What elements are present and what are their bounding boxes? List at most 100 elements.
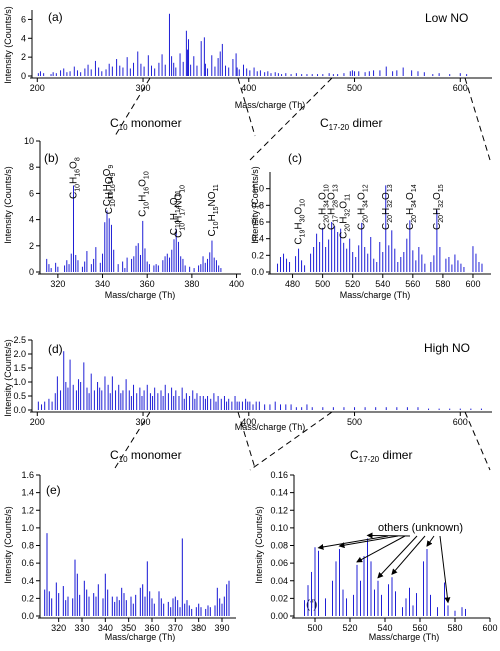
- bar: [48, 264, 50, 272]
- bar: [409, 587, 410, 616]
- bar: [95, 596, 97, 616]
- bar: [411, 70, 413, 76]
- bar: [123, 593, 125, 616]
- x-tick-label: 600: [453, 417, 468, 427]
- formula-label: C10H14O9: [102, 165, 115, 207]
- bar: [39, 71, 41, 76]
- annotation-arrow: [439, 535, 451, 604]
- bar: [402, 607, 403, 616]
- bar: [122, 261, 124, 272]
- bar: [342, 589, 344, 616]
- bar: [75, 254, 77, 272]
- bar: [448, 257, 450, 272]
- bar: [95, 247, 97, 272]
- y-tick-label: 0.0: [21, 611, 34, 621]
- bar: [343, 73, 345, 76]
- bar: [125, 379, 127, 410]
- bar: [133, 384, 135, 410]
- bar: [52, 72, 54, 76]
- bar: [177, 600, 179, 616]
- bar: [140, 63, 142, 76]
- bar: [69, 71, 71, 76]
- annotation-arrow: [426, 535, 435, 547]
- bar: [72, 185, 75, 272]
- y-tick-label: 1.0: [13, 377, 26, 387]
- bar: [110, 224, 112, 272]
- y-tick-label: 8: [29, 162, 34, 172]
- bar: [318, 550, 319, 616]
- bar: [214, 66, 216, 76]
- bar: [51, 401, 53, 410]
- bar: [189, 396, 191, 410]
- bar: [93, 258, 95, 272]
- bar: [472, 246, 474, 272]
- bar: [169, 257, 171, 272]
- bar: [322, 407, 324, 410]
- bar: [370, 237, 372, 272]
- bar: [121, 587, 123, 616]
- bar: [84, 68, 86, 76]
- y-tick-label: 0.2: [251, 250, 264, 260]
- bar: [133, 256, 135, 272]
- bar: [445, 258, 447, 272]
- panel-c: (c) C17-20 dimer Mass/charge (Th) Intens…: [250, 116, 491, 300]
- y-tick-label: 0.4: [21, 576, 34, 586]
- zoom-connector-lines: [114, 77, 491, 471]
- bar: [314, 547, 316, 616]
- bar: [207, 396, 209, 410]
- bar: [157, 265, 159, 272]
- formula-label: C10H17NO10: [173, 185, 186, 238]
- bar: [86, 387, 88, 410]
- bar: [195, 607, 197, 616]
- bar: [88, 596, 90, 616]
- bar: [478, 262, 480, 272]
- y-tick-label: 0.04: [270, 576, 288, 586]
- panel-e-xlabel: Mass/charge (Th): [105, 632, 176, 642]
- panel-b-title-sub: 10: [119, 123, 128, 132]
- bar: [155, 264, 157, 272]
- bar: [332, 580, 333, 616]
- bar: [162, 260, 164, 272]
- y-tick-label: 0.16: [270, 470, 288, 480]
- y-tick-label: 10: [24, 136, 34, 146]
- zoom-connector: [464, 411, 491, 471]
- bar: [41, 404, 43, 410]
- bar: [160, 390, 162, 410]
- x-tick-label: 400: [241, 417, 256, 427]
- bar: [209, 607, 211, 616]
- x-tick-label: 300: [136, 83, 151, 93]
- bar: [346, 598, 347, 616]
- bar: [392, 71, 394, 76]
- bar: [255, 401, 257, 410]
- bar: [150, 65, 152, 76]
- bar: [99, 262, 101, 272]
- bar: [146, 261, 148, 272]
- panel-f-others-annotation: others (unknown): [378, 522, 463, 534]
- bar: [172, 598, 174, 616]
- bar: [76, 573, 78, 616]
- panel-b: (b) C10 monomer Mass/charge (Th) Intensi…: [3, 116, 244, 300]
- bar: [415, 260, 417, 272]
- x-tick-label: 560: [412, 623, 427, 633]
- bar: [459, 73, 461, 76]
- bar: [432, 74, 434, 76]
- bar: [433, 255, 435, 272]
- bar: [198, 603, 200, 616]
- bar: [149, 591, 151, 616]
- panel-e: (e) C10 monomer Mass/charge (Th) Intensi…: [3, 448, 236, 642]
- y-tick-label: 1.0: [21, 523, 34, 533]
- bar: [421, 254, 423, 272]
- bar: [373, 258, 375, 272]
- bar: [310, 253, 312, 272]
- bar: [307, 585, 309, 616]
- bar: [316, 233, 318, 272]
- bar: [77, 260, 79, 272]
- zoom-connector: [114, 77, 151, 137]
- bar: [63, 68, 65, 76]
- bar: [360, 580, 361, 616]
- bar: [126, 257, 128, 272]
- bar: [241, 401, 243, 410]
- bar: [343, 407, 345, 410]
- bar: [147, 55, 149, 76]
